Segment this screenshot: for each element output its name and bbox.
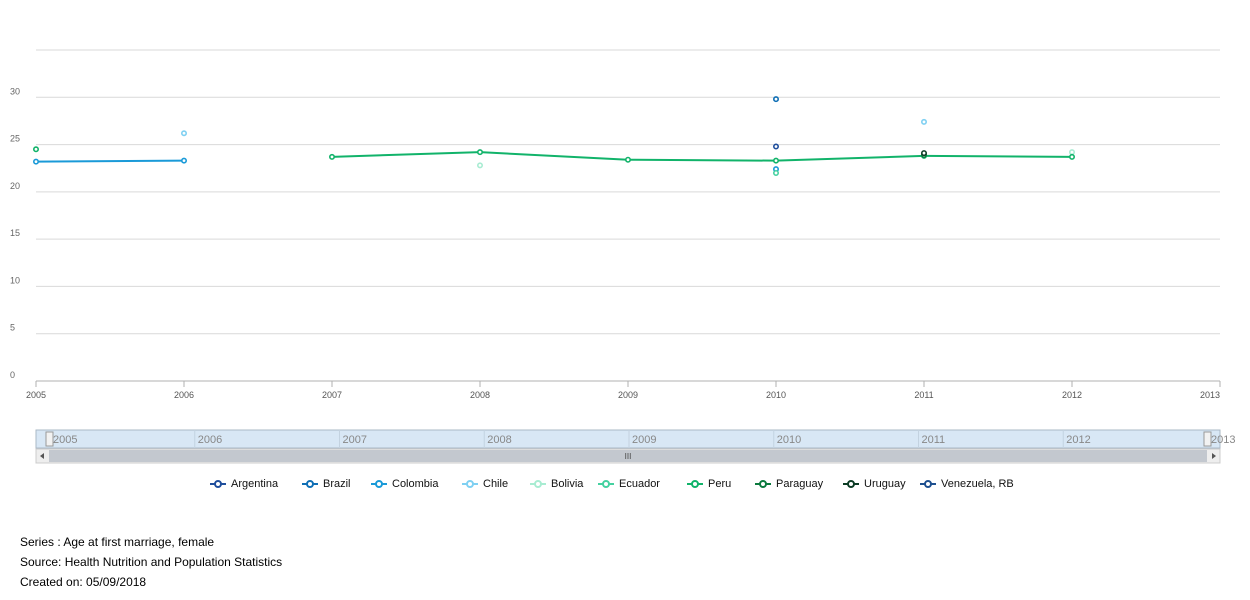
x-tick-label: 2011 <box>914 390 933 400</box>
legend-swatch <box>687 479 703 489</box>
data-point-ecuador[interactable] <box>772 169 779 176</box>
legend-item-bolivia[interactable]: Bolivia <box>530 478 583 490</box>
series-points <box>32 96 1076 176</box>
y-tick-label: 0 <box>10 370 15 380</box>
x-tick-label: 2009 <box>618 390 638 400</box>
data-point-colombia[interactable] <box>32 158 39 165</box>
legend-swatch <box>210 479 226 489</box>
y-axis: 0 5 10 15 20 25 30 <box>10 86 20 380</box>
legend-label: Brazil <box>323 478 351 490</box>
navigator-label: 2005 <box>53 434 77 446</box>
legend-swatch <box>371 479 387 489</box>
data-point-peru[interactable] <box>476 149 483 156</box>
legend-item-ecuador[interactable]: Ecuador <box>598 478 660 490</box>
data-point-uruguay[interactable] <box>920 150 927 157</box>
series-line-peru <box>923 154 1073 158</box>
navigator-label: 2009 <box>632 434 656 446</box>
scroll-right-arrow-icon[interactable] <box>1212 453 1216 459</box>
legend-label: Venezuela, RB <box>941 478 1014 490</box>
x-tick-label: 2007 <box>322 390 342 400</box>
legend-item-peru[interactable]: Peru <box>687 478 731 490</box>
navigator-label: 2012 <box>1066 434 1090 446</box>
legend-swatch <box>530 479 546 489</box>
chart-legend: Argentina Brazil Colombia Chile Bolivia Ecuad… <box>0 478 1250 496</box>
data-point-colombia[interactable] <box>181 157 188 164</box>
data-point-chile[interactable] <box>181 130 188 137</box>
navigator-handle[interactable] <box>45 431 54 447</box>
data-point-argentina[interactable] <box>772 143 779 150</box>
legend-label: Ecuador <box>619 478 660 490</box>
data-point-peru[interactable] <box>328 153 335 160</box>
legend-label: Bolivia <box>551 478 584 490</box>
y-tick-label: 20 <box>10 181 20 191</box>
x-tick-label: 2008 <box>470 390 490 400</box>
legend-label: Peru <box>708 478 732 490</box>
x-tick-label: 2012 <box>1062 390 1082 400</box>
footer-source: Source: Health Nutrition and Population … <box>20 555 283 569</box>
y-tick-label: 30 <box>10 86 20 96</box>
navigator-range[interactable] <box>35 429 1221 449</box>
legend-item-venezuela-rb[interactable]: Venezuela, RB <box>920 478 1014 490</box>
legend-label: Argentina <box>231 478 279 490</box>
x-tick-label: 2013 <box>1200 390 1220 400</box>
legend-label: Colombia <box>392 478 439 490</box>
legend-swatch <box>598 479 614 489</box>
x-tick-label: 2010 <box>766 390 786 400</box>
x-tick-label: 2005 <box>26 390 46 400</box>
series-line-peru <box>627 158 777 162</box>
legend-swatch <box>462 479 478 489</box>
legend-label: Uruguay <box>864 478 906 490</box>
series-line-colombia <box>35 159 185 163</box>
series-line-peru <box>331 151 481 158</box>
y-tick-label: 5 <box>10 323 15 333</box>
chart-gridlines <box>36 49 1220 382</box>
legend-swatch <box>302 479 318 489</box>
legend-label: Paraguay <box>776 478 824 490</box>
legend-swatch <box>920 479 936 489</box>
data-point-brazil[interactable] <box>772 96 779 103</box>
legend-item-uruguay[interactable]: Uruguay <box>843 478 906 490</box>
data-point-bolivia[interactable] <box>1069 149 1076 156</box>
legend-item-brazil[interactable]: Brazil <box>302 478 351 490</box>
legend-item-paraguay[interactable]: Paraguay <box>755 478 823 490</box>
navigator-label: 2007 <box>343 434 367 446</box>
series-line-peru <box>775 154 925 162</box>
scrollbar-grip: III <box>625 452 632 461</box>
series-line-peru <box>479 151 629 161</box>
legend-label: Chile <box>483 478 509 490</box>
legend-swatch <box>755 479 771 489</box>
data-point-peru[interactable] <box>624 156 631 163</box>
y-tick-label: 10 <box>10 275 20 285</box>
range-navigator[interactable]: 2005 2006 2007 2008 2009 2010 2011 2012 2013 III <box>35 429 1235 464</box>
data-point-chile[interactable] <box>920 118 927 125</box>
line-chart: 0 5 10 15 20 25 30 2005 2006 2007 2008 2009 2010 201… <box>10 49 1235 464</box>
legend-item-colombia[interactable]: Colombia <box>371 478 438 490</box>
navigator-label: 2013 <box>1211 434 1235 446</box>
chart-footer: Series : Age at first marriage, female S… <box>20 532 282 592</box>
footer-series: Series : Age at first marriage, female <box>20 535 215 549</box>
footer-created: Created on: 05/09/2018 <box>20 575 147 589</box>
navigator-label: 2011 <box>922 434 946 446</box>
legend-item-argentina[interactable]: Argentina <box>210 478 278 490</box>
navigator-label: 2010 <box>777 434 801 446</box>
navigator-label: 2008 <box>487 434 511 446</box>
scrollbar-thumb[interactable] <box>49 450 1207 462</box>
scroll-left-arrow-icon[interactable] <box>40 453 44 459</box>
legend-item-chile[interactable]: Chile <box>462 478 508 490</box>
data-point-peru[interactable] <box>1069 153 1076 160</box>
y-tick-label: 25 <box>10 134 20 144</box>
x-axis: 2005 2006 2007 2008 2009 2010 2011 2012 2013 <box>26 381 1221 400</box>
data-point-peru[interactable] <box>772 157 779 164</box>
navigator-label: 2006 <box>198 434 222 446</box>
legend-swatch <box>843 479 859 489</box>
y-tick-label: 15 <box>10 228 20 238</box>
data-point-bolivia[interactable] <box>476 162 483 169</box>
series-lines <box>35 151 1073 163</box>
navigator-handle[interactable] <box>1203 431 1212 447</box>
x-tick-label: 2006 <box>174 390 194 400</box>
data-point-peru[interactable] <box>32 146 39 153</box>
